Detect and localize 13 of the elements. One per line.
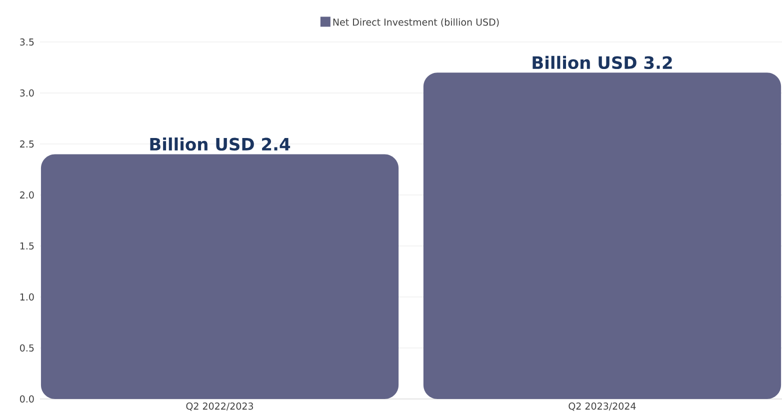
data-label: Billion USD 2.4 xyxy=(150,137,290,151)
y-tick-label: 3.0 xyxy=(20,89,34,97)
y-tick-label: 2.0 xyxy=(20,191,34,199)
x-tick-label: Q2 2022/2023 xyxy=(186,402,254,411)
y-tick-label: 0.5 xyxy=(20,344,34,352)
x-tick-label: Q2 2023/2024 xyxy=(568,402,636,411)
data-label: Billion USD 3.2 xyxy=(532,56,672,70)
y-tick-label: 1.0 xyxy=(20,293,34,301)
y-tick-label: 3.5 xyxy=(20,38,34,46)
y-tick-label: 0.0 xyxy=(20,395,34,403)
y-tick-label: 1.5 xyxy=(20,242,34,250)
y-tick-label: 2.5 xyxy=(20,140,34,148)
legend-label: Net Direct Investment (billion USD) xyxy=(333,18,499,27)
